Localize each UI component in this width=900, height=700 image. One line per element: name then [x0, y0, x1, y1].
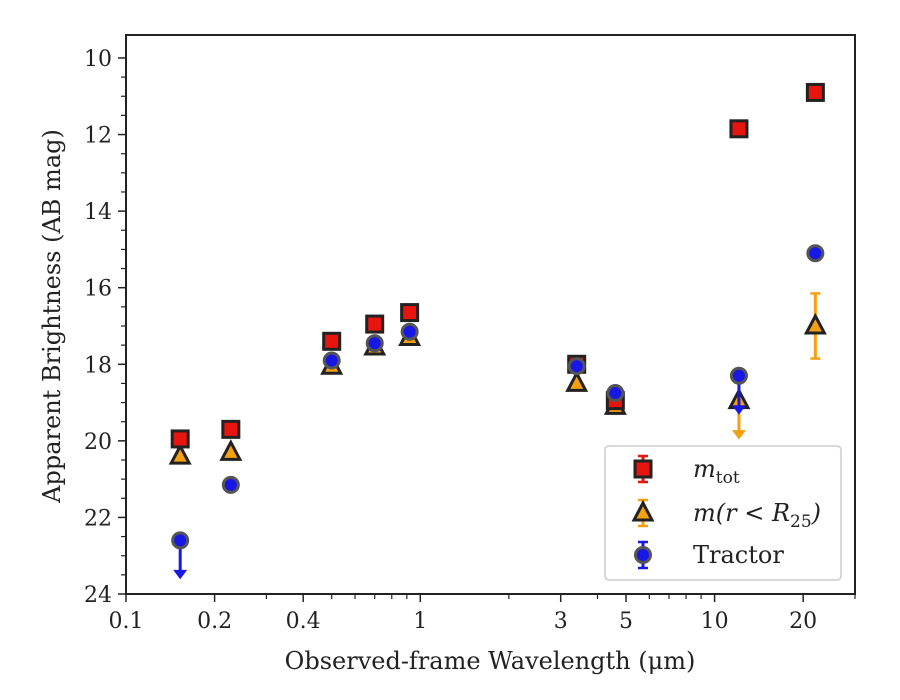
x-tick-label: 10 [701, 609, 729, 634]
circle-limit-arrow-head [731, 405, 746, 415]
legend: mtot m(r < R25) Tractor [604, 445, 842, 581]
circle-point [806, 244, 825, 263]
y-tick-label: 18 [84, 353, 112, 378]
x-axis: 0.1 0.2 0.4 1 3 5 10 20 [109, 594, 856, 634]
x-tick-label: 1 [413, 609, 427, 634]
square-point [805, 82, 825, 102]
circle-point [171, 531, 190, 550]
square-point [322, 331, 342, 351]
circle-point [322, 351, 341, 370]
y-tick-label: 10 [84, 47, 112, 72]
circle-point [567, 357, 586, 376]
square-point [221, 419, 241, 439]
legend-label: Tractor [693, 541, 784, 569]
legend-square-marker [633, 459, 653, 479]
triangle-point [168, 442, 192, 465]
y-axis-label: Apparent Brightness (AB mag) [38, 129, 66, 504]
legend-triangle-marker [631, 499, 655, 522]
square-point [170, 429, 190, 449]
x-axis-label: Observed-frame Wavelength (μm) [285, 647, 696, 675]
plot-marks [168, 82, 827, 580]
x-tick-label: 20 [789, 609, 817, 634]
circle-limit-arrow-head [173, 569, 188, 580]
y-tick-label: 12 [84, 124, 112, 149]
circle-point [400, 322, 419, 341]
square-point [729, 119, 749, 139]
legend-circle-marker [634, 546, 652, 564]
x-tick-label: 5 [619, 609, 633, 634]
circle-point [365, 334, 384, 353]
y-tick-label: 24 [84, 583, 112, 608]
y-tick-label: 20 [84, 430, 112, 455]
x-tick-label: 0.4 [286, 609, 321, 634]
legend-label: m(r < R25) [693, 499, 821, 532]
y-axis: 10 12 14 16 18 20 22 24 [84, 47, 126, 608]
x-tick-label: 0.1 [109, 609, 144, 634]
triangle-point [803, 312, 827, 335]
y-tick-label: 16 [84, 277, 112, 302]
x-tick-label: 3 [554, 609, 568, 634]
plot-frame [125, 34, 856, 595]
circle-point [221, 475, 240, 494]
triangle-limit-arrow-head [731, 430, 746, 440]
square-point [400, 303, 420, 323]
triangle-point [565, 370, 589, 392]
triangle-point [219, 439, 243, 461]
y-tick-label: 22 [84, 506, 112, 531]
legend-label: mtot [693, 455, 740, 488]
circle-point [729, 366, 748, 385]
legend-box [604, 445, 842, 581]
circle-point [606, 383, 625, 402]
x-tick-label: 0.2 [197, 609, 232, 634]
square-point [365, 314, 385, 334]
y-tick-label: 14 [84, 200, 112, 225]
